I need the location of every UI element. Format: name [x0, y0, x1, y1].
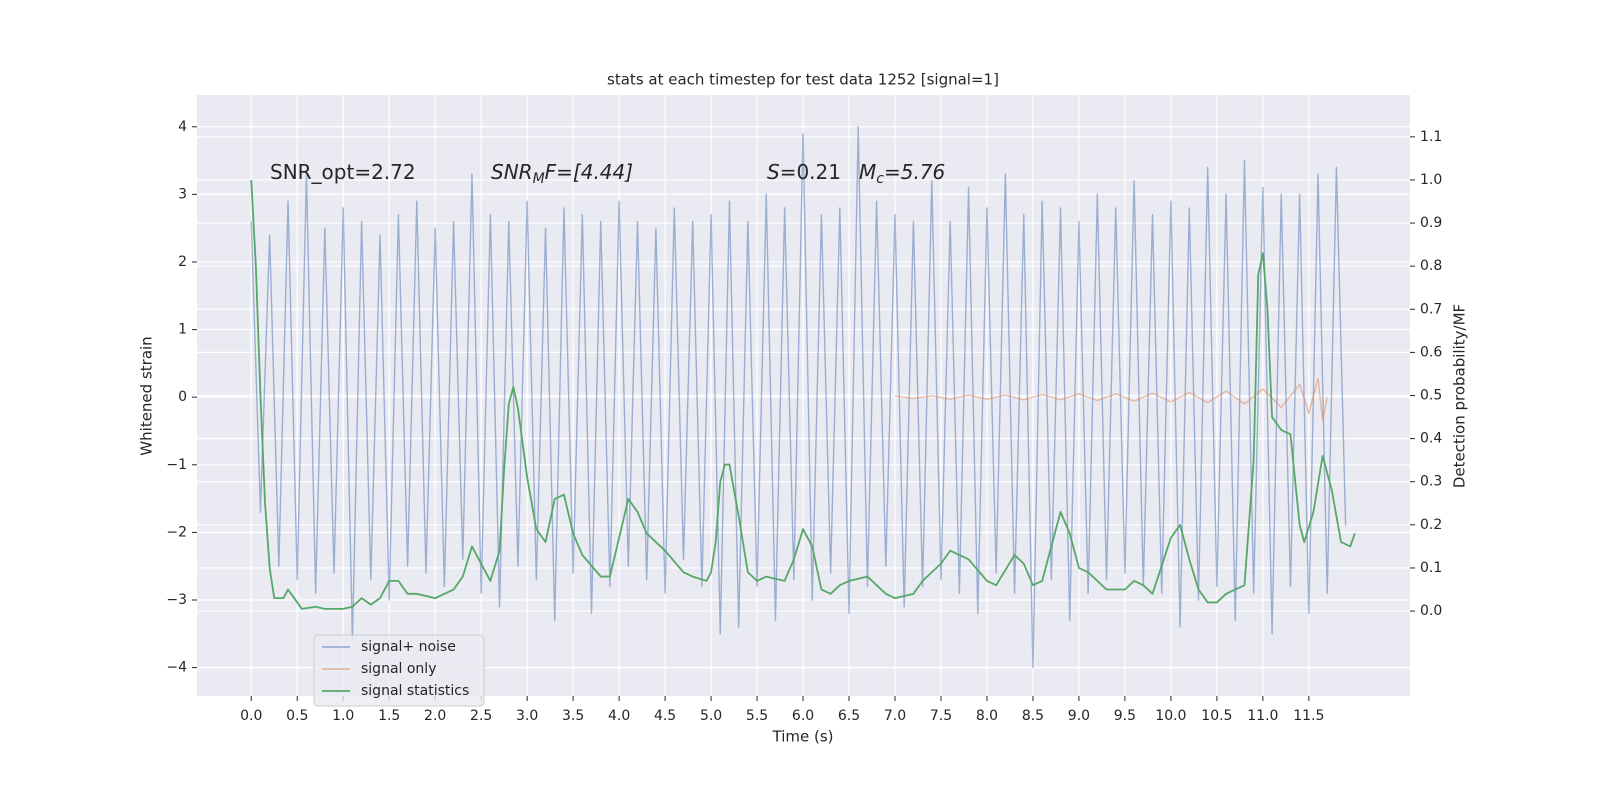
- y2-tick-label: 0.8: [1420, 258, 1442, 274]
- x-tick-label: 9.0: [1068, 708, 1090, 724]
- annotation-rest: =0.21: [780, 160, 841, 184]
- series-line: [250, 179, 1356, 610]
- x-tick-label: 8.0: [976, 708, 998, 724]
- x-tick-label: 3.5: [562, 708, 584, 724]
- annotation-sub: M: [533, 171, 545, 187]
- y2-tick-label: 0.1: [1420, 560, 1442, 576]
- annotation-base: SNR_opt=2.72: [270, 160, 416, 184]
- annotation: SNRMF=[4.44]: [491, 160, 633, 188]
- y2-tick-label: 0.5: [1420, 388, 1442, 404]
- x-tick-label: 2.0: [424, 708, 446, 724]
- x-tick-label: 6.0: [792, 708, 814, 724]
- y2-tick-label: 0.9: [1420, 215, 1442, 231]
- annotation-base: M: [859, 160, 876, 184]
- annotation-base: S: [767, 160, 780, 184]
- series-line: [250, 126, 1347, 669]
- series-line: [894, 377, 1328, 422]
- x-tick-label: 8.5: [1022, 708, 1044, 724]
- y-tick-label: −2: [166, 524, 187, 540]
- y-tick-label: 4: [178, 119, 187, 135]
- x-tick-label: 10.5: [1201, 708, 1232, 724]
- x-tick-label: 0.0: [240, 708, 262, 724]
- x-tick-label: 11.5: [1293, 708, 1324, 724]
- y-tick-label: 3: [178, 186, 187, 202]
- x-tick-label: 3.0: [516, 708, 538, 724]
- chart-title: stats at each timestep for test data 125…: [607, 71, 999, 89]
- annotation: SNR_opt=2.72: [270, 160, 416, 184]
- annotation: Mc=5.76: [859, 160, 945, 188]
- y2-tick-label: 0.7: [1420, 301, 1442, 317]
- y2-tick-label: 0.4: [1420, 431, 1442, 447]
- annotation-rest: =5.76: [884, 160, 945, 184]
- y2-tick-label: 1.0: [1420, 172, 1442, 188]
- x-tick-label: 5.0: [700, 708, 722, 724]
- legend-label: signal statistics: [361, 683, 469, 699]
- y2-tick-label: 0.2: [1420, 517, 1442, 533]
- y-tick-label: 0: [178, 389, 187, 405]
- legend-label: signal only: [361, 661, 436, 677]
- y2-tick-label: 0.3: [1420, 474, 1442, 490]
- x-tick-label: 7.0: [884, 708, 906, 724]
- x-tick-label: 1.5: [378, 708, 400, 724]
- x-tick-label: 4.5: [654, 708, 676, 724]
- x-tick-label: 2.5: [470, 708, 492, 724]
- x-axis-label: Time (s): [772, 728, 834, 746]
- legend-box: [313, 634, 485, 707]
- x-tick-label: 5.5: [746, 708, 768, 724]
- annotation-sub: c: [876, 171, 884, 187]
- y2-tick-label: 0.6: [1420, 344, 1442, 360]
- x-tick-label: 1.0: [332, 708, 354, 724]
- y2-tick-label: 1.1: [1420, 129, 1442, 145]
- y-tick-label: −4: [166, 660, 187, 676]
- y2-tick-label: 0.0: [1420, 603, 1442, 619]
- x-tick-label: 4.0: [608, 708, 630, 724]
- legend-label: signal+ noise: [361, 639, 456, 655]
- x-tick-label: 0.5: [286, 708, 308, 724]
- y-tick-label: −1: [166, 457, 187, 473]
- x-tick-label: 10.0: [1155, 708, 1186, 724]
- annotation-rest: F=[4.44]: [545, 160, 633, 184]
- y-tick-label: 2: [178, 254, 187, 270]
- y2-axis-label: Detection probability/MF: [1451, 304, 1469, 488]
- y-tick-label: −3: [166, 592, 187, 608]
- annotation-base: SNR: [491, 160, 533, 184]
- y-axis-label: Whitened strain: [138, 336, 156, 455]
- x-tick-label: 9.5: [1114, 708, 1136, 724]
- x-tick-label: 6.5: [838, 708, 860, 724]
- x-tick-label: 7.5: [930, 708, 952, 724]
- annotation: S=0.21: [767, 160, 841, 184]
- y-tick-label: 1: [178, 322, 187, 338]
- x-tick-label: 11.0: [1247, 708, 1278, 724]
